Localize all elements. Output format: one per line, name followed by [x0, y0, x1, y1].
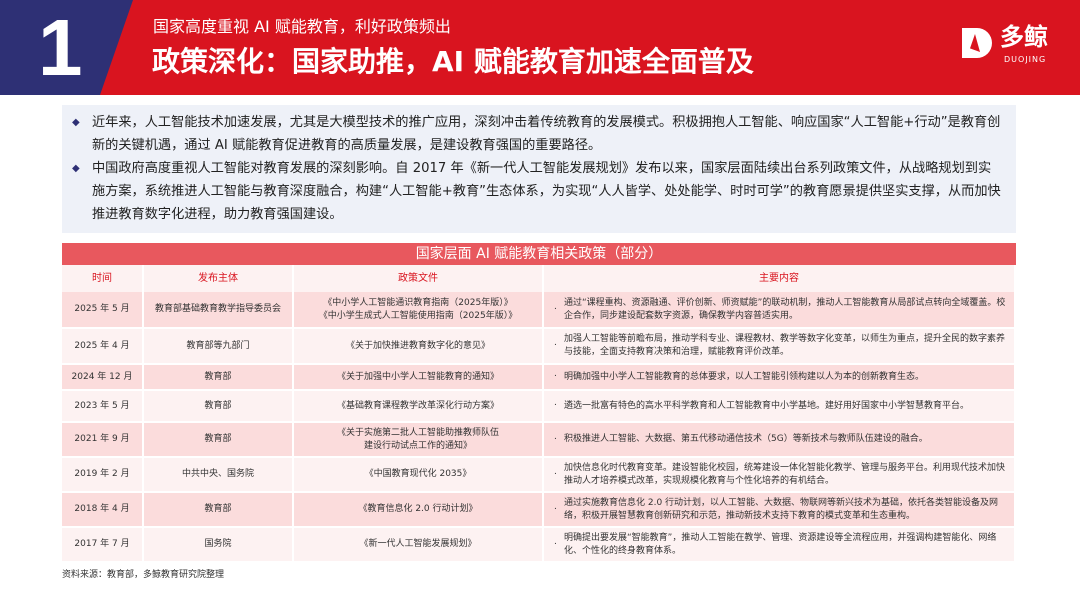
cell-content: 加强人工智能等前瞻布局，推动学科专业、课程教材、教学等数字化变革，以师生为重点，… [543, 328, 1016, 365]
cell-issuer: 中共中央、国务院 [143, 457, 294, 493]
cell-document: 《教育信息化 2.0 行动计划》 [293, 492, 544, 528]
cell-content: 积极推进人工智能、大数据、第五代移动通信技术（5G）等新技术与教师队伍建设的融合… [543, 422, 1016, 458]
cell-issuer: 教育部等九部门 [143, 328, 294, 365]
cell-content: 加快信息化时代教育变革。建设智能化校园，统筹建设一体化智能化教学、管理与服务平台… [543, 457, 1016, 493]
cell-content: 明确加强中小学人工智能教育的总体要求，以人工智能引领构建以人为本的创新教育生态。 [543, 364, 1016, 391]
cell-issuer: 教育部基础教育教学指导委员会 [143, 292, 294, 329]
cell-content: 通过实施教育信息化 2.0 行动计划，以人工智能、大数据、物联网等新兴技术为基础… [543, 492, 1016, 528]
cell-issuer: 教育部 [143, 492, 294, 528]
cell-time: 2025 年 4 月 [62, 328, 144, 365]
main-content: 近年来，人工智能技术加速发展，尤其是大模型技术的推广应用，深刻冲击着传统教育的发… [62, 105, 1016, 581]
page-subtitle: 国家高度重视 AI 赋能教育，利好政策频出 [153, 17, 451, 36]
policy-table: 时间 发布主体 政策文件 主要内容 2025 年 5 月教育部基础教育教学指导委… [62, 265, 1016, 563]
section-number: 1 [38, 3, 83, 92]
table-row: 2024 年 12 月教育部《关于加强中小学人工智能教育的通知》明确加强中小学人… [62, 364, 1016, 391]
cell-time: 2023 年 5 月 [62, 390, 144, 423]
logo-icon [962, 28, 992, 58]
intro-paragraph: 近年来，人工智能技术加速发展，尤其是大模型技术的推广应用，深刻冲击着传统教育的发… [72, 111, 1002, 157]
intro-paragraph: 中国政府高度重视人工智能对教育发展的深刻影响。自 2017 年《新一代人工智能发… [72, 157, 1002, 226]
table-row: 2025 年 5 月教育部基础教育教学指导委员会 《中小学人工智能通识教育指南（2… [62, 292, 1016, 329]
logo-text-en: DUOJING [1004, 55, 1047, 64]
cell-time: 2024 年 12 月 [62, 364, 144, 391]
cell-document: 《关于加强中小学人工智能教育的通知》 [293, 364, 544, 391]
cell-document: 《新一代人工智能发展规划》 [293, 527, 544, 563]
cell-document: 《基础教育课程教学改革深化行动方案》 [293, 390, 544, 423]
cell-content: 遴选一批富有特色的高水平科学教育和人工智能教育中小学基地。建好用好国家中小学智慧… [543, 390, 1016, 423]
cell-time: 2018 年 4 月 [62, 492, 144, 528]
table-title: 国家层面 AI 赋能教育相关政策（部分） [62, 243, 1016, 265]
table-row: 2025 年 4 月教育部等九部门《关于加快推进教育数字化的意见》加强人工智能等… [62, 328, 1016, 365]
column-header: 政策文件 [293, 265, 544, 292]
cell-issuer: 国务院 [143, 527, 294, 563]
cell-issuer: 教育部 [143, 390, 294, 423]
column-header: 主要内容 [543, 265, 1016, 292]
cell-document: 《关于加快推进教育数字化的意见》 [293, 328, 544, 365]
cell-time: 2021 年 9 月 [62, 422, 144, 458]
column-header: 时间 [62, 265, 144, 292]
duojing-logo: 多鲸 DUOJING [962, 22, 1072, 72]
column-header: 发布主体 [143, 265, 294, 292]
cell-content: 通过“课程重构、资源融通、评价创新、师资赋能”的联动机制，推动人工智能教育从局部… [543, 292, 1016, 329]
cell-time: 2025 年 5 月 [62, 292, 144, 329]
cell-issuer: 教育部 [143, 364, 294, 391]
table-row: 2023 年 5 月教育部《基础教育课程教学改革深化行动方案》遴选一批富有特色的… [62, 390, 1016, 423]
cell-document: 《中国教育现代化 2035》 [293, 457, 544, 493]
cell-time: 2017 年 7 月 [62, 527, 144, 563]
header-banner: 1 国家高度重视 AI 赋能教育，利好政策频出 政策深化：国家助推，AI 赋能教… [0, 0, 1080, 95]
table-row: 2021 年 9 月教育部 《关于实施第二批人工智能助推教师队伍 建设行动试点工作… [62, 422, 1016, 458]
intro-box: 近年来，人工智能技术加速发展，尤其是大模型技术的推广应用，深刻冲击着传统教育的发… [62, 105, 1016, 233]
table-row: 2017 年 7 月国务院《新一代人工智能发展规划》明确提出要发展“智能教育”，… [62, 527, 1016, 563]
cell-content: 明确提出要发展“智能教育”，推动人工智能在教学、管理、资源建设等全流程应用，并强… [543, 527, 1016, 563]
cell-issuer: 教育部 [143, 422, 294, 458]
source-note: 资料来源：教育部，多鲸教育研究院整理 [62, 570, 225, 580]
logo-text: 多鲸 [1000, 23, 1048, 51]
cell-document: 《关于实施第二批人工智能助推教师队伍 建设行动试点工作的通知》 [293, 422, 544, 458]
cell-document: 《中小学人工智能通识教育指南（2025年版）》 《中小学生成式人工智能使用指南（… [293, 292, 544, 329]
cell-time: 2019 年 2 月 [62, 457, 144, 493]
page-title: 政策深化：国家助推，AI 赋能教育加速全面普及 [152, 45, 754, 78]
